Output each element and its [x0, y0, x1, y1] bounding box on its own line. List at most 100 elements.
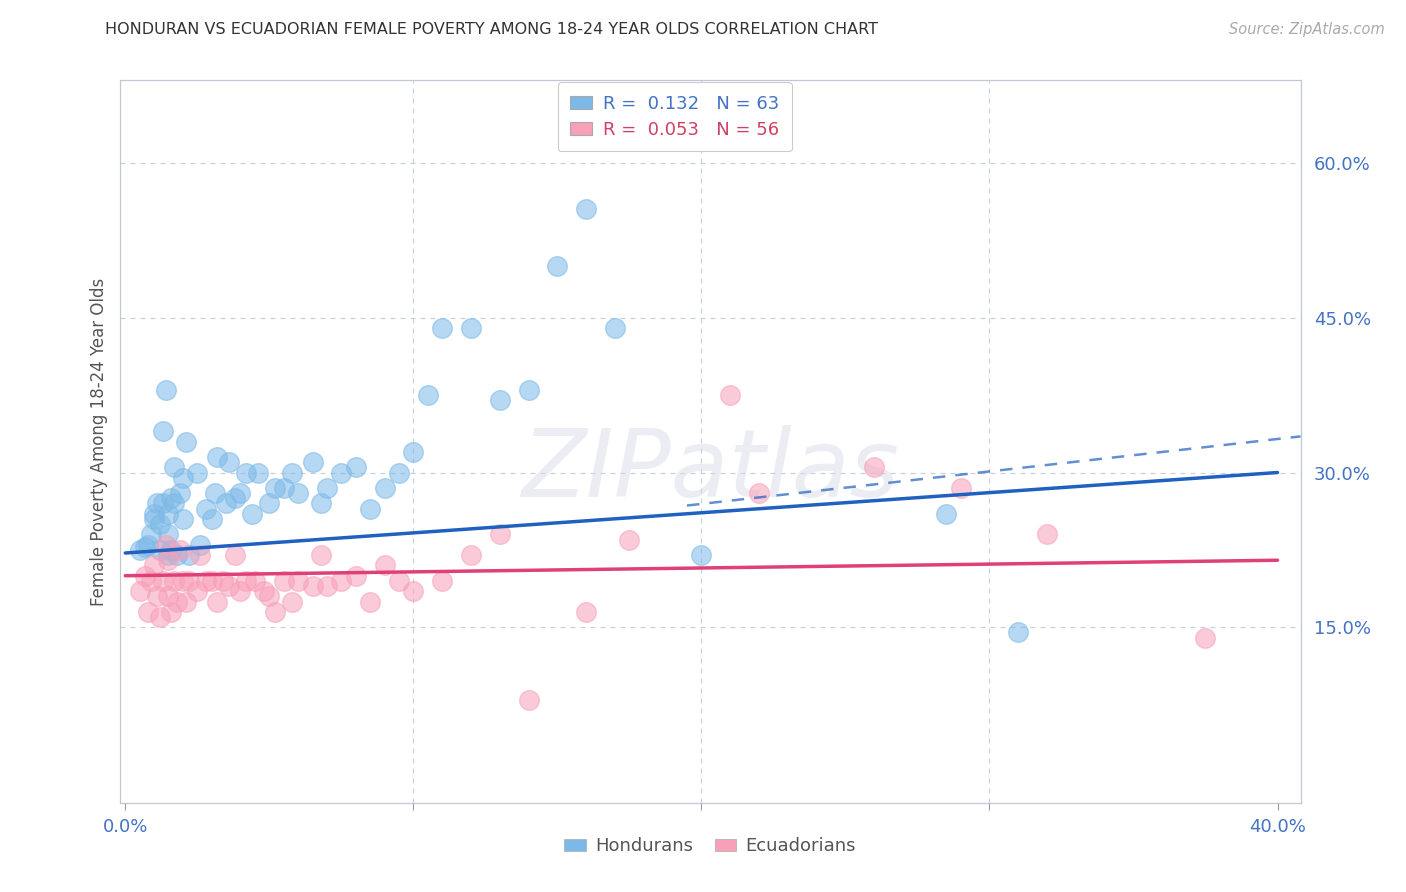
Point: [748, 486, 770, 500]
Point: [416, 388, 439, 402]
Point: [273, 481, 295, 495]
Point: [301, 455, 323, 469]
Point: [143, 512, 166, 526]
Point: [149, 610, 172, 624]
Point: [575, 202, 598, 217]
Point: [224, 548, 246, 562]
Point: [402, 445, 425, 459]
Point: [157, 527, 180, 541]
Point: [186, 584, 208, 599]
Point: [235, 574, 257, 588]
Point: [174, 434, 197, 449]
Point: [344, 568, 367, 582]
Point: [863, 460, 886, 475]
Point: [402, 584, 425, 599]
Point: [373, 481, 395, 495]
Point: [174, 594, 197, 608]
Point: [546, 259, 568, 273]
Point: [949, 481, 972, 495]
Point: [149, 517, 172, 532]
Point: [218, 579, 240, 593]
Point: [229, 584, 252, 599]
Point: [146, 590, 169, 604]
Text: HONDURAN VS ECUADORIAN FEMALE POVERTY AMONG 18-24 YEAR OLDS CORRELATION CHART: HONDURAN VS ECUADORIAN FEMALE POVERTY AM…: [105, 22, 879, 37]
Point: [218, 455, 240, 469]
Point: [287, 486, 309, 500]
Point: [143, 507, 166, 521]
Point: [128, 584, 150, 599]
Point: [201, 574, 224, 588]
Point: [246, 466, 269, 480]
Point: [619, 533, 641, 547]
Point: [134, 540, 156, 554]
Point: [330, 574, 353, 588]
Point: [163, 460, 186, 475]
Point: [201, 512, 224, 526]
Point: [177, 548, 200, 562]
Point: [281, 594, 304, 608]
Point: [575, 605, 598, 619]
Point: [1036, 527, 1059, 541]
Point: [136, 538, 159, 552]
Point: [152, 574, 174, 588]
Point: [316, 579, 339, 593]
Point: [177, 574, 200, 588]
Point: [157, 548, 180, 562]
Point: [186, 466, 208, 480]
Point: [690, 548, 713, 562]
Point: [301, 579, 323, 593]
Legend: Hondurans, Ecuadorians: Hondurans, Ecuadorians: [557, 830, 863, 863]
Point: [430, 574, 453, 588]
Point: [188, 548, 211, 562]
Point: [160, 542, 183, 557]
Point: [172, 574, 194, 588]
Point: [194, 574, 217, 588]
Point: [359, 594, 381, 608]
Point: [460, 321, 482, 335]
Point: [344, 460, 367, 475]
Point: [1194, 631, 1216, 645]
Point: [388, 574, 411, 588]
Point: [235, 466, 257, 480]
Text: ZIPatlas: ZIPatlas: [522, 425, 898, 516]
Point: [152, 496, 174, 510]
Point: [264, 605, 287, 619]
Point: [517, 383, 540, 397]
Point: [204, 486, 226, 500]
Point: [224, 491, 246, 506]
Point: [143, 558, 166, 573]
Point: [935, 507, 957, 521]
Point: [359, 501, 381, 516]
Point: [163, 496, 186, 510]
Point: [146, 496, 169, 510]
Point: [517, 692, 540, 706]
Point: [718, 388, 741, 402]
Point: [388, 466, 411, 480]
Point: [488, 393, 510, 408]
Point: [1007, 625, 1029, 640]
Point: [169, 542, 191, 557]
Point: [157, 590, 180, 604]
Point: [128, 542, 150, 557]
Point: [252, 584, 274, 599]
Point: [160, 491, 183, 506]
Point: [330, 466, 353, 480]
Point: [287, 574, 309, 588]
Point: [155, 538, 177, 552]
Point: [163, 574, 186, 588]
Point: [134, 568, 156, 582]
Point: [141, 527, 163, 541]
Point: [430, 321, 453, 335]
Point: [212, 574, 235, 588]
Point: [316, 481, 339, 495]
Point: [240, 507, 263, 521]
Point: [264, 481, 287, 495]
Point: [149, 542, 172, 557]
Point: [188, 538, 211, 552]
Point: [152, 424, 174, 438]
Point: [166, 548, 188, 562]
Y-axis label: Female Poverty Among 18-24 Year Olds: Female Poverty Among 18-24 Year Olds: [90, 277, 108, 606]
Point: [273, 574, 295, 588]
Point: [373, 558, 395, 573]
Text: Source: ZipAtlas.com: Source: ZipAtlas.com: [1229, 22, 1385, 37]
